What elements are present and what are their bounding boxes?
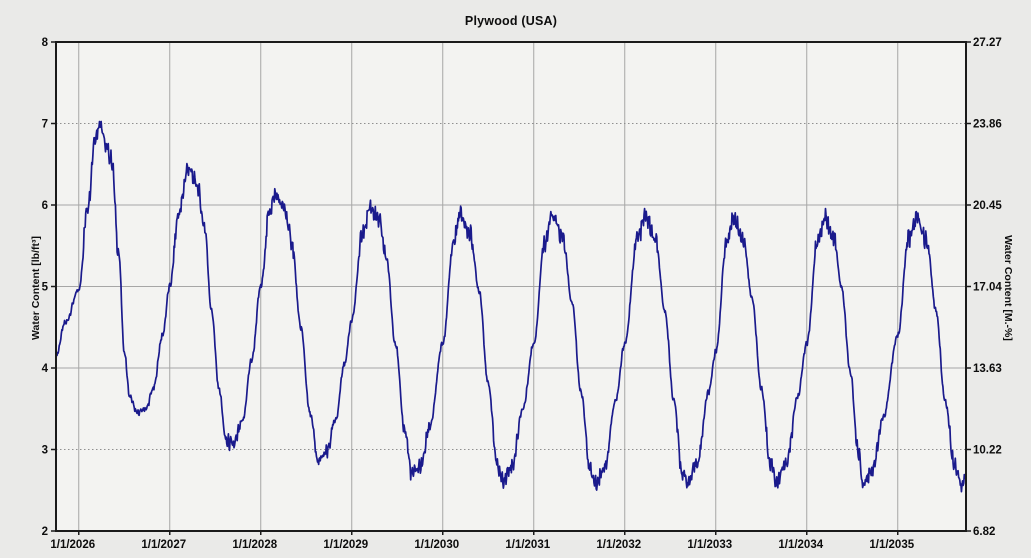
right-tick-label: 23.86	[973, 119, 1002, 131]
x-tick-label: 1/1/2029	[323, 539, 368, 551]
left-tick-label: 2	[42, 526, 48, 538]
left-tick-label: 8	[42, 37, 49, 49]
right-tick-label: 13.63	[973, 363, 1002, 375]
left-tick-label: 6	[42, 200, 48, 212]
right-tick-label: 17.04	[973, 282, 1002, 294]
x-tick-label: 1/1/2031	[505, 539, 550, 551]
x-tick-label: 1/1/2027	[141, 539, 186, 551]
x-tick-label: 1/1/2033	[687, 539, 732, 551]
left-tick-label: 7	[42, 119, 48, 131]
x-tick-label: 1/1/2032	[596, 539, 641, 551]
right-tick-label: 20.45	[973, 200, 1002, 212]
x-tick-label: 1/1/2026	[50, 539, 95, 551]
left-tick-label: 3	[42, 445, 48, 457]
right-tick-label: 10.22	[973, 445, 1002, 457]
x-tick-label: 1/1/2030	[414, 539, 459, 551]
left-tick-label: 5	[42, 282, 49, 294]
x-tick-label: 1/1/2034	[778, 539, 823, 551]
right-tick-label: 6.82	[973, 526, 995, 538]
right-tick-label: 27.27	[973, 37, 1002, 49]
chart-title: Plywood (USA)	[464, 14, 558, 28]
water-content-line	[56, 120, 966, 493]
x-tick-label: 1/1/2028	[232, 539, 277, 551]
left-tick-label: 4	[42, 363, 49, 375]
x-tick-label: 1/1/2035	[869, 539, 914, 551]
